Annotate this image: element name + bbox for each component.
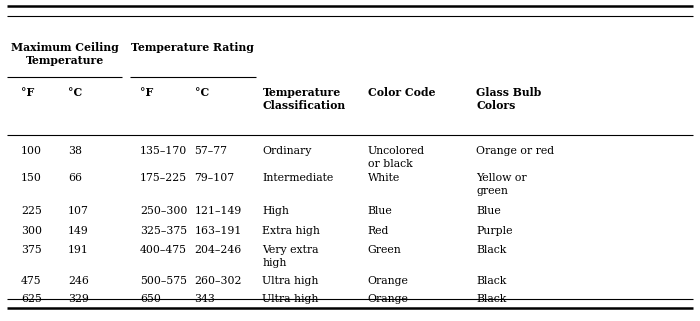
Text: Temperature
Classification: Temperature Classification bbox=[262, 87, 346, 111]
Text: °F: °F bbox=[21, 87, 34, 98]
Text: Red: Red bbox=[368, 226, 389, 236]
Text: 343: 343 bbox=[195, 294, 216, 304]
Text: 175–225: 175–225 bbox=[140, 173, 187, 183]
Text: Maximum Ceiling
Temperature: Maximum Ceiling Temperature bbox=[11, 42, 118, 66]
Text: Ultra high: Ultra high bbox=[262, 294, 319, 304]
Text: 191: 191 bbox=[68, 245, 89, 255]
Text: 149: 149 bbox=[68, 226, 89, 236]
Text: Color Code: Color Code bbox=[368, 87, 435, 98]
Text: 246: 246 bbox=[68, 276, 89, 286]
Text: Black: Black bbox=[476, 294, 506, 304]
Text: 163–191: 163–191 bbox=[195, 226, 242, 236]
Text: Orange: Orange bbox=[368, 276, 408, 286]
Text: °F: °F bbox=[140, 87, 153, 98]
Text: Ordinary: Ordinary bbox=[262, 146, 312, 156]
Text: 260–302: 260–302 bbox=[195, 276, 242, 286]
Text: 475: 475 bbox=[21, 276, 41, 286]
Text: 121–149: 121–149 bbox=[195, 206, 242, 216]
Text: 107: 107 bbox=[68, 206, 89, 216]
Text: Green: Green bbox=[368, 245, 401, 255]
Text: 79–107: 79–107 bbox=[195, 173, 235, 183]
Text: 625: 625 bbox=[21, 294, 42, 304]
Text: Purple: Purple bbox=[476, 226, 512, 236]
Text: 100: 100 bbox=[21, 146, 42, 156]
Text: High: High bbox=[262, 206, 289, 216]
Text: Yellow or
green: Yellow or green bbox=[476, 173, 526, 196]
Text: 225: 225 bbox=[21, 206, 42, 216]
Text: Orange: Orange bbox=[368, 294, 408, 304]
Text: 375: 375 bbox=[21, 245, 42, 255]
Text: 329: 329 bbox=[68, 294, 89, 304]
Text: °C: °C bbox=[68, 87, 82, 98]
Text: Black: Black bbox=[476, 276, 506, 286]
Text: 325–375: 325–375 bbox=[140, 226, 187, 236]
Text: 650: 650 bbox=[140, 294, 161, 304]
Text: Glass Bulb
Colors: Glass Bulb Colors bbox=[476, 87, 541, 111]
Text: 66: 66 bbox=[68, 173, 82, 183]
Text: 500–575: 500–575 bbox=[140, 276, 187, 286]
Text: Ultra high: Ultra high bbox=[262, 276, 319, 286]
Text: °C: °C bbox=[195, 87, 209, 98]
Text: 204–246: 204–246 bbox=[195, 245, 242, 255]
Text: Very extra
high: Very extra high bbox=[262, 245, 319, 268]
Text: Intermediate: Intermediate bbox=[262, 173, 334, 183]
Text: 400–475: 400–475 bbox=[140, 245, 187, 255]
Text: 150: 150 bbox=[21, 173, 42, 183]
Text: White: White bbox=[368, 173, 400, 183]
Text: Blue: Blue bbox=[368, 206, 392, 216]
Text: Extra high: Extra high bbox=[262, 226, 321, 236]
Text: Black: Black bbox=[476, 245, 506, 255]
Text: Uncolored
or black: Uncolored or black bbox=[368, 146, 425, 169]
Text: 57–77: 57–77 bbox=[195, 146, 228, 156]
Text: 300: 300 bbox=[21, 226, 42, 236]
Text: Blue: Blue bbox=[476, 206, 500, 216]
Text: 38: 38 bbox=[68, 146, 82, 156]
Text: Temperature Rating: Temperature Rating bbox=[131, 42, 254, 53]
Text: 250–300: 250–300 bbox=[140, 206, 188, 216]
Text: Orange or red: Orange or red bbox=[476, 146, 554, 156]
Text: 135–170: 135–170 bbox=[140, 146, 188, 156]
